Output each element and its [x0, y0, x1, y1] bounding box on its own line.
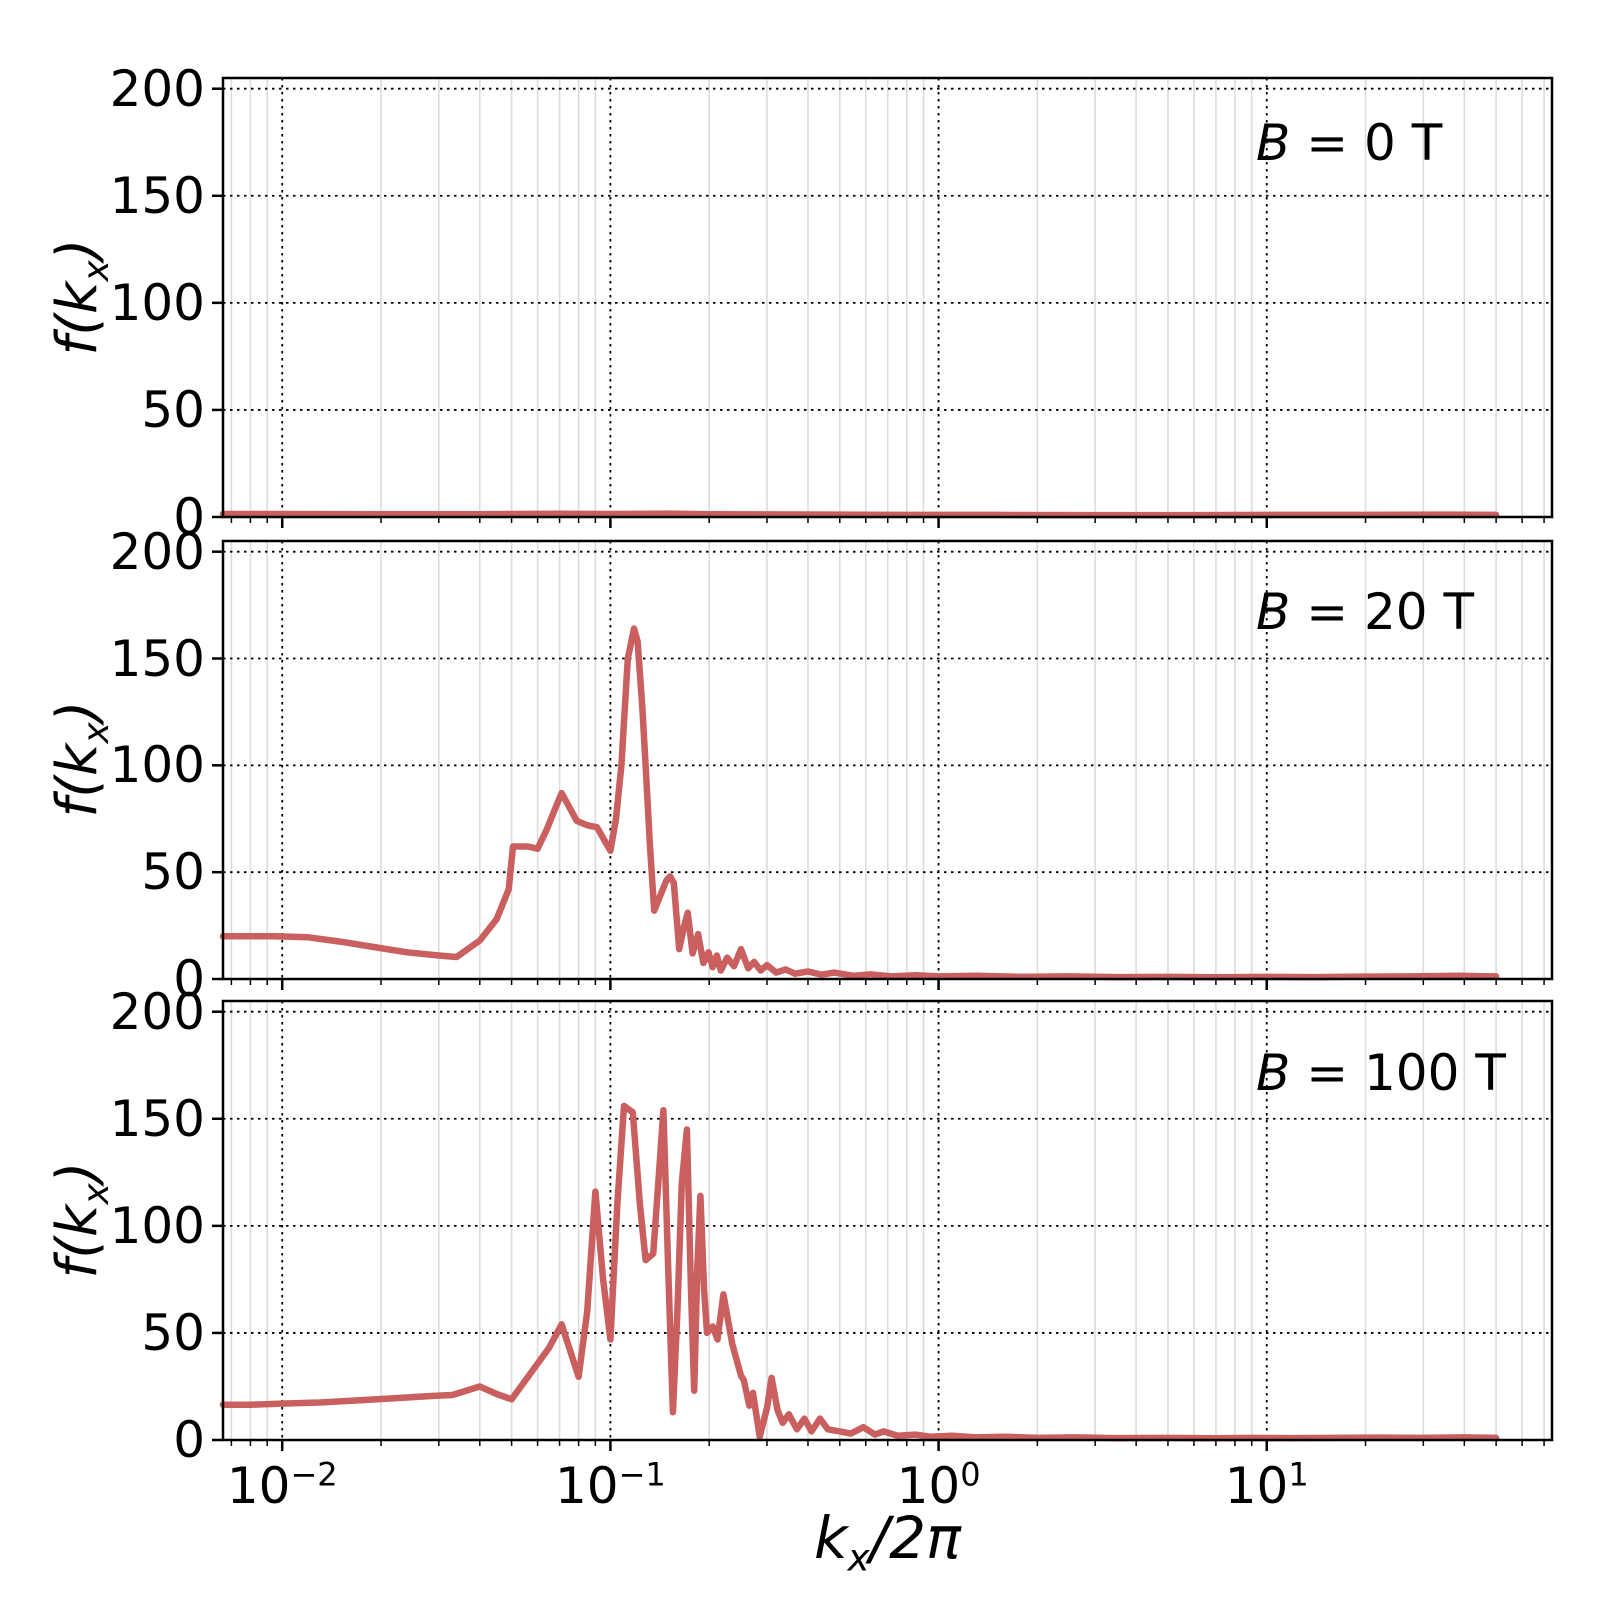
y-tick-label: 200	[109, 59, 205, 118]
y-tick-label: 150	[109, 629, 205, 688]
y-tick-label: 150	[109, 1089, 205, 1148]
y-tick-label: 100	[109, 1196, 205, 1255]
y-tick-label: 200	[109, 522, 205, 581]
y-tick-label: 50	[141, 1303, 205, 1362]
annotation-b0: B = 0 T	[1256, 114, 1443, 172]
x-tick-label: 10−2	[226, 1455, 338, 1515]
x-tick-label: 101	[1224, 1455, 1309, 1515]
annotation-b100: B = 100 T	[1256, 1044, 1506, 1102]
x-tick-label: 10−1	[554, 1455, 666, 1515]
y-tick-label: 150	[109, 166, 205, 225]
y-tick-label: 0	[173, 950, 205, 1008]
x-tick-label: 100	[896, 1455, 981, 1515]
annotation-b20: B = 20 T	[1256, 583, 1475, 641]
y-tick-label: 0	[173, 488, 205, 546]
y-tick-label: 50	[141, 843, 205, 902]
y-tick-label: 50	[141, 380, 205, 439]
y-tick-label: 0	[173, 1411, 205, 1469]
y-tick-label: 100	[109, 736, 205, 795]
y-tick-label: 200	[109, 982, 205, 1041]
x-axis-label: kx/2π	[814, 1504, 961, 1580]
y-tick-label: 100	[109, 273, 205, 332]
